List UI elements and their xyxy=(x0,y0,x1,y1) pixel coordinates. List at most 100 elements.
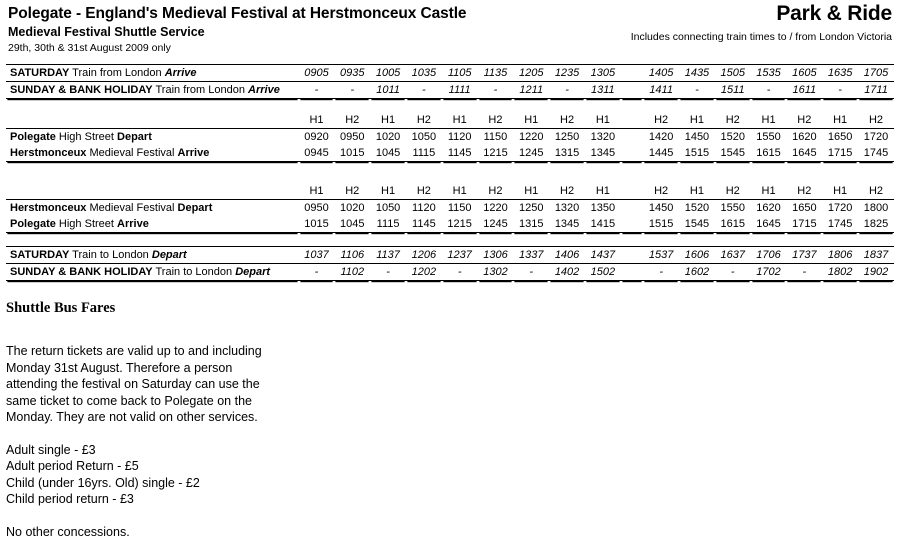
time-cell: 1435 xyxy=(679,65,715,82)
label-emph: Arrive xyxy=(117,218,149,230)
brand-block: Park & Ride Includes connecting train ti… xyxy=(631,2,892,44)
time-cell: 1535 xyxy=(751,65,787,82)
label-regular: High Street xyxy=(59,218,114,230)
time-cell: 1715 xyxy=(822,145,858,162)
list-item: Adult period Return - £5 xyxy=(6,458,900,475)
time-cell: 1611 xyxy=(786,82,822,99)
time-cell: 1302 xyxy=(478,264,514,281)
time-cell: 1800 xyxy=(858,200,894,217)
time-cell: 1202 xyxy=(406,264,442,281)
label-emph: Arrive xyxy=(178,147,210,159)
service-code: H2 xyxy=(643,183,679,200)
time-cell: 1105 xyxy=(442,65,478,82)
label-strong: Polegate xyxy=(10,218,56,230)
time-cell: 1405 xyxy=(643,65,679,82)
time-cell: 1102 xyxy=(334,264,370,281)
time-cell: 1045 xyxy=(370,145,406,162)
column-gap xyxy=(621,264,644,281)
time-cell: 0950 xyxy=(334,129,370,146)
header-row-blank xyxy=(6,112,299,129)
list-item: Child (under 16yrs. Old) single - £2 xyxy=(6,475,900,492)
header-row-inbound: H1 H2 H1 H2 H1 H2 H1 H2 H1 H2 H1 H2 H1 H… xyxy=(6,183,894,200)
time-cell: - xyxy=(370,264,406,281)
row-label-sunday-arrive: SUNDAY & BANK HOLIDAY Train from London … xyxy=(6,82,299,99)
time-cell: 1702 xyxy=(751,264,787,281)
time-cell: 1145 xyxy=(406,216,442,233)
service-code: H2 xyxy=(549,183,585,200)
time-cell: 1505 xyxy=(715,65,751,82)
time-cell: 1437 xyxy=(585,247,621,264)
time-cell: 1420 xyxy=(643,129,679,146)
time-cell: 1345 xyxy=(585,145,621,162)
label-strong: Herstmonceux xyxy=(10,202,86,214)
label-regular: Train to London xyxy=(155,266,232,278)
fares-note-line: same ticket to come back to Polegate on … xyxy=(6,393,306,410)
label-emph: Depart xyxy=(117,131,152,143)
fares-title: Shuttle Bus Fares xyxy=(6,299,900,317)
label-strong: SUNDAY & BANK HOLIDAY xyxy=(10,266,153,278)
time-cell: 1205 xyxy=(513,65,549,82)
fares-note-line: attending the festival on Saturday can u… xyxy=(6,376,306,393)
time-cell: 1637 xyxy=(715,247,751,264)
time-cell: 1720 xyxy=(822,200,858,217)
time-cell: - xyxy=(442,264,478,281)
time-cell: 1045 xyxy=(334,216,370,233)
time-cell: 1150 xyxy=(442,200,478,217)
time-cell: - xyxy=(299,82,335,99)
time-cell: 1806 xyxy=(822,247,858,264)
service-code: H1 xyxy=(370,183,406,200)
column-gap xyxy=(621,247,644,264)
time-cell: 1315 xyxy=(549,145,585,162)
time-cell: 1715 xyxy=(786,216,822,233)
time-cell: 1206 xyxy=(406,247,442,264)
column-gap xyxy=(621,145,644,162)
fares-section: Shuttle Bus Fares The return tickets are… xyxy=(6,299,900,540)
time-cell: 1706 xyxy=(751,247,787,264)
time-cell: 1520 xyxy=(715,129,751,146)
time-cell: 1011 xyxy=(370,82,406,99)
time-cell: 1450 xyxy=(643,200,679,217)
time-cell: 1311 xyxy=(585,82,621,99)
time-cell: 1250 xyxy=(549,129,585,146)
spacer-cell xyxy=(6,162,894,176)
time-cell: 1015 xyxy=(334,145,370,162)
time-cell: 1115 xyxy=(370,216,406,233)
time-cell: 1802 xyxy=(822,264,858,281)
time-cell: 1705 xyxy=(858,65,894,82)
table-row: Polegate High Street Depart 0920 0950 10… xyxy=(6,129,894,146)
brand-note: Includes connecting train times to / fro… xyxy=(631,30,892,44)
time-cell: 1550 xyxy=(715,200,751,217)
service-code: H1 xyxy=(299,183,335,200)
time-cell: 1545 xyxy=(715,145,751,162)
fares-note-line: Monday. They are not valid on other serv… xyxy=(6,409,306,426)
time-cell: 1520 xyxy=(679,200,715,217)
time-cell: 1005 xyxy=(370,65,406,82)
column-gap xyxy=(621,200,644,217)
time-cell: 1015 xyxy=(299,216,335,233)
time-cell: - xyxy=(751,82,787,99)
label-emph: Arrive xyxy=(248,84,280,96)
table-row: Polegate High Street Arrive 1015 1045 11… xyxy=(6,216,894,233)
fares-list: Adult single - £3 Adult period Return - … xyxy=(6,442,900,508)
time-cell: 1250 xyxy=(513,200,549,217)
column-gap xyxy=(621,183,644,200)
spacer-cell xyxy=(6,233,894,247)
time-cell: - xyxy=(478,82,514,99)
time-cell: - xyxy=(513,264,549,281)
time-cell: 1620 xyxy=(751,200,787,217)
time-cell: - xyxy=(334,82,370,99)
label-strong: SUNDAY & BANK HOLIDAY xyxy=(10,84,153,96)
label-emph: Depart xyxy=(235,266,270,278)
time-cell: 1306 xyxy=(478,247,514,264)
header-row-blank xyxy=(6,183,299,200)
service-code: H2 xyxy=(858,112,894,129)
time-cell: 0950 xyxy=(299,200,335,217)
column-gap xyxy=(621,112,644,129)
header-row-outbound: H1 H2 H1 H2 H1 H2 H1 H2 H1 H2 H1 H2 H1 H… xyxy=(6,112,894,129)
time-cell: - xyxy=(643,264,679,281)
time-cell: - xyxy=(549,82,585,99)
service-code: H2 xyxy=(334,183,370,200)
time-cell: 1315 xyxy=(513,216,549,233)
time-cell: 1320 xyxy=(585,129,621,146)
brand-title: Park & Ride xyxy=(631,2,892,26)
